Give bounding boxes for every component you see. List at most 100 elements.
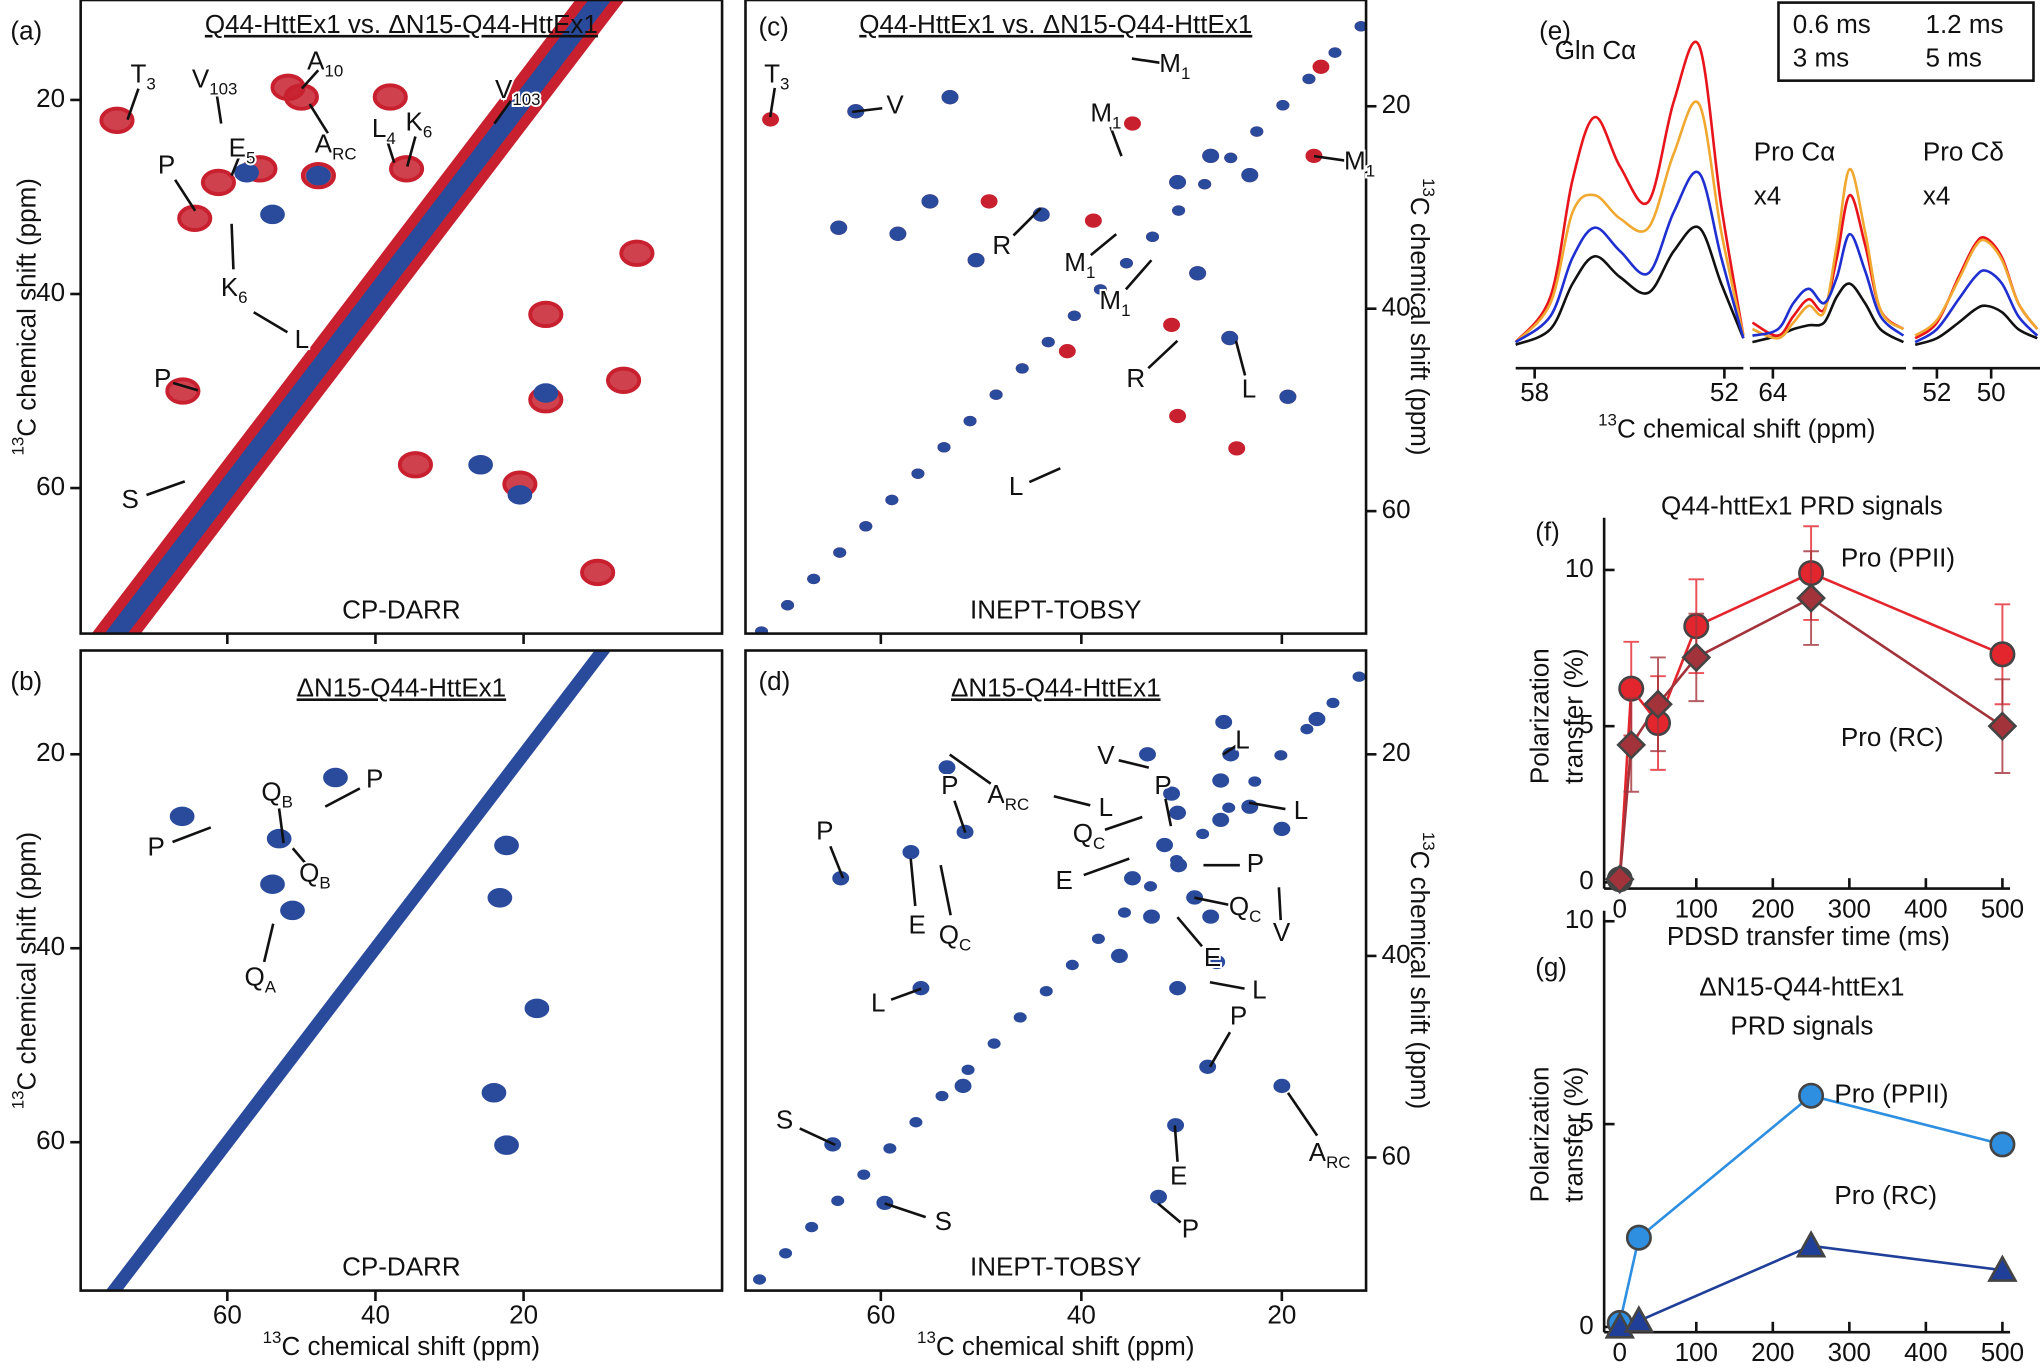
x-tick-label: 60: [213, 1299, 242, 1329]
label-text: A: [1309, 1137, 1327, 1167]
peak-label: P: [158, 149, 175, 179]
x-tick-label: 52: [1710, 377, 1739, 407]
label-text: P: [147, 831, 164, 861]
spectrum-trace: [1914, 238, 2039, 337]
peak: [1308, 711, 1326, 727]
spectrum-trace: [1914, 304, 2038, 347]
leader-line: [1248, 801, 1286, 811]
peak-label: P: [154, 363, 171, 393]
marker: [1618, 675, 1645, 702]
label-text: L: [1009, 471, 1023, 501]
leader-line: [300, 69, 320, 90]
superscript: 13: [917, 1328, 936, 1347]
diagonal-peak: [1015, 363, 1029, 374]
panel-title: ΔN15-Q44-HttEx1: [951, 672, 1161, 702]
leader-line: [172, 826, 212, 844]
peak: [372, 83, 408, 111]
label-text: M: [1064, 247, 1086, 277]
label-text: E: [909, 909, 926, 939]
x-tick-label: 100: [1675, 894, 1718, 924]
x-tick-label: 0: [1613, 1337, 1627, 1367]
peak-label: QA: [244, 961, 276, 996]
peak-label: L: [1242, 373, 1256, 403]
leader-line: [1012, 207, 1042, 237]
label-text: M: [1099, 285, 1121, 315]
peak-label: L: [871, 987, 885, 1017]
peak: [1084, 213, 1102, 228]
leader-line: [1118, 759, 1150, 769]
leader-line: [1147, 339, 1179, 370]
diagonal-peak: [833, 547, 847, 558]
panel-label: (c): [758, 11, 788, 41]
leader-line: [291, 847, 310, 868]
peak: [1279, 389, 1297, 404]
x-tick-label: 60: [866, 1299, 895, 1329]
subscript: 3: [146, 74, 155, 93]
diagonal-peak: [961, 1064, 975, 1076]
peak: [619, 239, 655, 267]
label-text: C chemical shift (ppm): [12, 832, 42, 1091]
panel-subtitle: INEPT-TOBSY: [970, 1251, 1141, 1281]
label-text: L: [295, 324, 309, 354]
subscript: C: [1093, 834, 1105, 853]
peak-label: E: [1204, 942, 1221, 972]
peak: [1305, 148, 1323, 164]
series-label: Pro (RC): [1834, 1180, 1937, 1210]
diagonal-peak: [1224, 152, 1238, 164]
leader-line: [1173, 1125, 1179, 1162]
peak-label: P: [816, 816, 833, 846]
marker: [1625, 1224, 1652, 1251]
diagonal-peak: [1381, 0, 1394, 5]
peak: [1241, 167, 1259, 183]
leader-line: [405, 136, 417, 167]
label-text: P: [154, 363, 171, 393]
diagonal-peak: [1354, 21, 1367, 32]
peak: [1273, 1078, 1291, 1094]
series-label: Pro (PPII): [1841, 542, 1955, 572]
y-tick-label: 40: [36, 931, 65, 961]
y-tick-label: 60: [1382, 1140, 1411, 1170]
peak: [912, 981, 930, 996]
label-text: L: [1099, 792, 1113, 822]
y-tick-label: 40: [36, 277, 65, 307]
y-axis-label: 13C chemical shift (ppm): [1405, 832, 1438, 1109]
peak: [938, 760, 956, 775]
subscript: 1: [1366, 162, 1375, 181]
panel-subtitle: CP-DARR: [342, 1251, 460, 1281]
diagonal-peak: [1117, 907, 1131, 918]
leader-line: [1194, 896, 1231, 907]
label-text: Q: [1229, 891, 1249, 921]
label-text: R: [992, 230, 1011, 260]
leader-line: [884, 1202, 927, 1219]
leader-line: [324, 787, 361, 808]
label-text: E: [1056, 865, 1073, 895]
peak: [165, 377, 201, 405]
spectrum-trace: [1515, 225, 1745, 346]
y-tick-label: 40: [1382, 292, 1411, 322]
marker: [1989, 1131, 2016, 1158]
diagonal-peak: [779, 1248, 793, 1259]
peak: [234, 162, 259, 183]
peak: [1312, 59, 1330, 74]
peak: [1212, 773, 1230, 788]
series-line: [1618, 596, 2004, 880]
label-text: C chemical shift (ppm): [936, 1331, 1195, 1361]
peak-label: P: [941, 770, 958, 800]
leader-line: [172, 381, 199, 392]
peak-label: S: [121, 484, 138, 514]
legend-entry: 5 ms: [1925, 43, 1981, 73]
x-tick-label: 200: [1751, 894, 1794, 924]
label-text: V: [1097, 740, 1115, 770]
label-text: L: [1294, 795, 1308, 825]
peak: [177, 204, 213, 232]
peak-label: ARC: [987, 779, 1029, 814]
leader-line: [1083, 857, 1130, 877]
peak: [1215, 714, 1233, 730]
peak-label: V: [886, 90, 904, 120]
x-tick-label: 20: [509, 1299, 538, 1329]
leader-line: [829, 845, 845, 879]
diagonal-peak: [1041, 336, 1055, 348]
peak: [487, 888, 513, 908]
diagonal-peak: [859, 521, 873, 532]
peak-label: P: [1182, 1214, 1199, 1244]
